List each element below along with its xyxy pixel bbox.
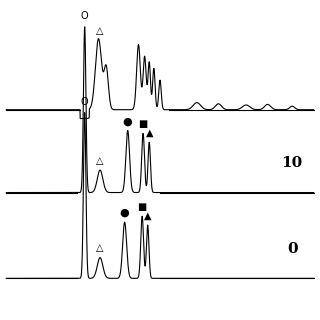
Text: ●: ● (123, 116, 132, 126)
Text: O: O (81, 97, 89, 107)
Text: 10: 10 (282, 156, 303, 170)
Text: ▲: ▲ (146, 128, 153, 138)
Text: 0: 0 (287, 242, 298, 256)
Text: △: △ (96, 156, 104, 166)
Text: △: △ (96, 26, 104, 36)
Text: ■: ■ (138, 202, 147, 212)
Text: O: O (81, 11, 89, 21)
Text: ▲: ▲ (144, 211, 151, 221)
Text: ●: ● (120, 208, 130, 218)
Text: △: △ (96, 244, 104, 253)
Text: ■: ■ (139, 119, 148, 129)
